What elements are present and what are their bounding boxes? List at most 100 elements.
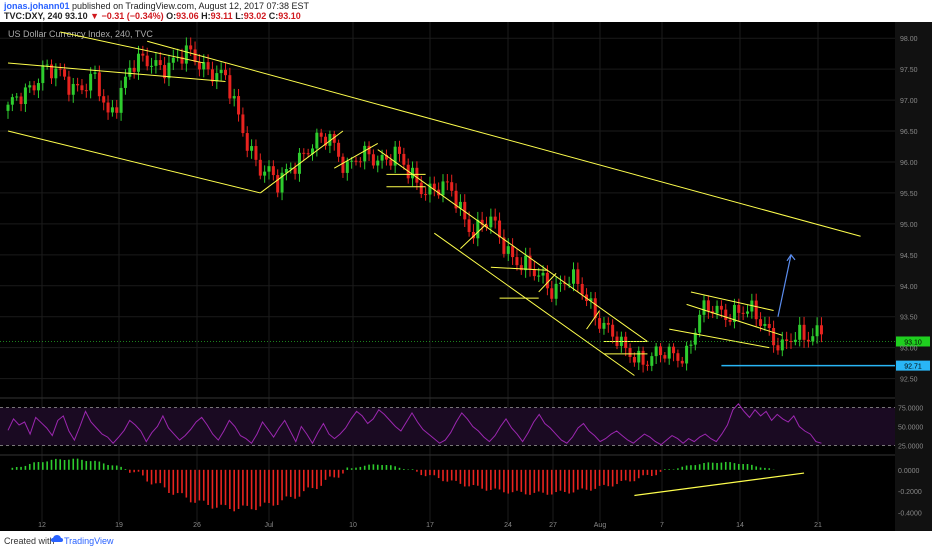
symbol-ohlc: TVC:DXY, 240 93.10 ▼ −0.31 (−0.34%) O:93… xyxy=(4,11,301,21)
candle-body xyxy=(80,85,84,91)
change-value: −0.31 (−0.34%) xyxy=(101,11,164,21)
candle-body xyxy=(450,182,454,191)
candle-body xyxy=(358,161,362,163)
candle-body xyxy=(58,68,62,70)
candle-body xyxy=(19,96,23,105)
candle-body xyxy=(463,201,467,220)
time-tick-label: 19 xyxy=(115,522,123,529)
candle-body xyxy=(393,146,397,166)
candle-body xyxy=(302,152,306,154)
candle-body xyxy=(637,350,641,363)
candle-body xyxy=(650,356,654,366)
candle-body xyxy=(580,283,584,295)
publish-header: jonas.johann01 published on TradingView.… xyxy=(0,0,932,22)
candle-body xyxy=(719,305,723,310)
candle-body xyxy=(206,62,210,70)
candle-body xyxy=(493,216,497,221)
open-label: O: xyxy=(166,11,177,21)
candle-body xyxy=(154,60,158,66)
rsi-pane: 75.0000 50.0000 25.0000 xyxy=(0,403,923,450)
candle-body xyxy=(32,85,36,91)
candle-body xyxy=(367,145,371,155)
candle-body xyxy=(628,348,632,357)
candle-body xyxy=(545,272,549,289)
price-tick-label: 97.00 xyxy=(900,98,918,105)
candle-body xyxy=(71,83,75,95)
candle-body xyxy=(645,364,649,366)
macd-tick-label: 0.0000 xyxy=(898,468,920,475)
candle-body xyxy=(319,132,323,137)
time-tick-label: 14 xyxy=(736,522,744,529)
candle-body xyxy=(728,319,732,322)
trendline xyxy=(434,232,635,376)
last-price-tag-label: 93.10 xyxy=(904,339,922,346)
candle-body xyxy=(485,224,488,228)
candle-body xyxy=(219,69,223,74)
candle-body xyxy=(746,311,749,314)
candle-body xyxy=(110,107,114,113)
candle-body xyxy=(759,319,763,326)
candle-body xyxy=(785,339,789,342)
candle-body xyxy=(654,346,658,357)
candle-body xyxy=(250,146,254,151)
candle-body xyxy=(772,328,776,346)
candle-body xyxy=(202,62,206,70)
candle-body xyxy=(337,142,341,157)
candle-body xyxy=(241,114,245,134)
candle-body xyxy=(663,355,667,359)
price-tick-label: 93.50 xyxy=(900,315,918,322)
candle-body xyxy=(811,336,815,342)
candle-body xyxy=(467,219,471,233)
candle-body xyxy=(184,45,188,64)
candle-body xyxy=(458,201,462,209)
candle-body xyxy=(589,298,593,302)
candle-body xyxy=(258,159,262,176)
candle-body xyxy=(602,322,606,329)
candle-body xyxy=(398,146,401,154)
trendline xyxy=(690,291,774,312)
trendline xyxy=(7,62,226,83)
candle-body xyxy=(84,90,88,92)
candle-body xyxy=(97,72,101,97)
candle-body xyxy=(224,69,227,76)
candle-body xyxy=(141,53,145,56)
candlestick-series xyxy=(6,37,823,373)
candle-body xyxy=(276,175,280,193)
candle-body xyxy=(354,160,358,162)
candle-body xyxy=(632,356,636,363)
time-tick-label: Aug xyxy=(594,522,607,529)
candle-body xyxy=(45,64,49,66)
candle-body xyxy=(271,166,275,176)
candle-body xyxy=(680,360,684,364)
candle-body xyxy=(693,332,697,345)
time-axis[interactable]: 12 19 26 Jul 10 17 24 27 Aug 7 14 21 xyxy=(38,522,822,529)
candle-body xyxy=(102,96,106,103)
candle-body xyxy=(737,304,741,313)
candle-body xyxy=(593,298,597,319)
candle-body xyxy=(489,216,493,228)
trendlines[interactable] xyxy=(7,31,861,376)
candle-body xyxy=(672,346,676,354)
rsi-tick-label: 75.0000 xyxy=(898,406,923,413)
tradingview-brand[interactable]: TradingView xyxy=(64,536,114,546)
support-tag-label: 92.71 xyxy=(904,364,922,371)
candle-body xyxy=(23,87,27,105)
author-name[interactable]: jonas.johann01 xyxy=(4,1,70,11)
candle-body xyxy=(476,219,480,239)
candle-body xyxy=(763,323,767,326)
candle-body xyxy=(28,85,32,88)
time-tick-label: 12 xyxy=(38,522,46,529)
candle-body xyxy=(371,154,375,166)
chart-area[interactable]: US Dollar Currency Index, 240, TVC 93.10… xyxy=(0,22,932,531)
candle-body xyxy=(541,272,545,276)
candle-body xyxy=(132,67,136,72)
candle-body xyxy=(724,309,728,320)
candle-body xyxy=(445,181,449,183)
candle-body xyxy=(754,300,758,320)
candle-body xyxy=(798,324,802,340)
candle-body xyxy=(89,73,93,91)
candle-body xyxy=(572,269,575,284)
trendline xyxy=(538,273,557,293)
price-axis[interactable]: 92.50 93.00 93.50 94.00 94.50 95.00 95.50 96.00… xyxy=(900,36,918,383)
candle-body xyxy=(389,159,393,166)
